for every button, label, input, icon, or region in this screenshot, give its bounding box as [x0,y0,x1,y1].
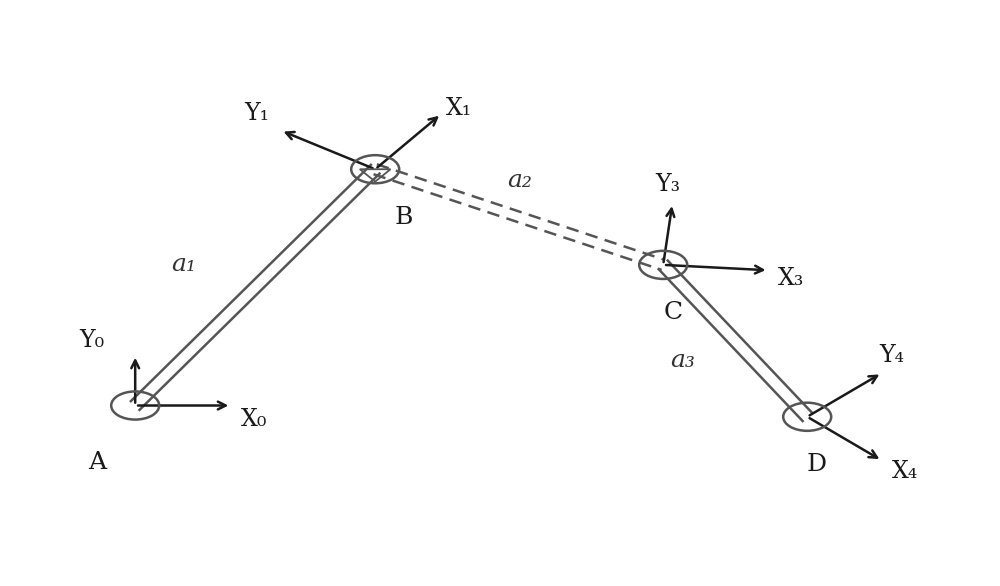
Text: Y₁: Y₁ [244,102,269,125]
Text: B: B [395,206,413,229]
Text: X₃: X₃ [778,267,804,290]
Text: Y₀: Y₀ [79,329,105,352]
Text: X₄: X₄ [891,460,918,483]
Text: Y₃: Y₃ [655,173,680,196]
Text: a₂: a₂ [507,169,532,192]
Text: a₁: a₁ [171,253,196,277]
Text: C: C [663,301,682,325]
Text: A: A [88,451,106,473]
Text: X₀: X₀ [241,408,267,431]
Text: a₃: a₃ [670,349,695,372]
Text: X₁: X₁ [446,97,472,120]
Text: D: D [807,454,827,476]
Text: Y₄: Y₄ [879,345,904,367]
